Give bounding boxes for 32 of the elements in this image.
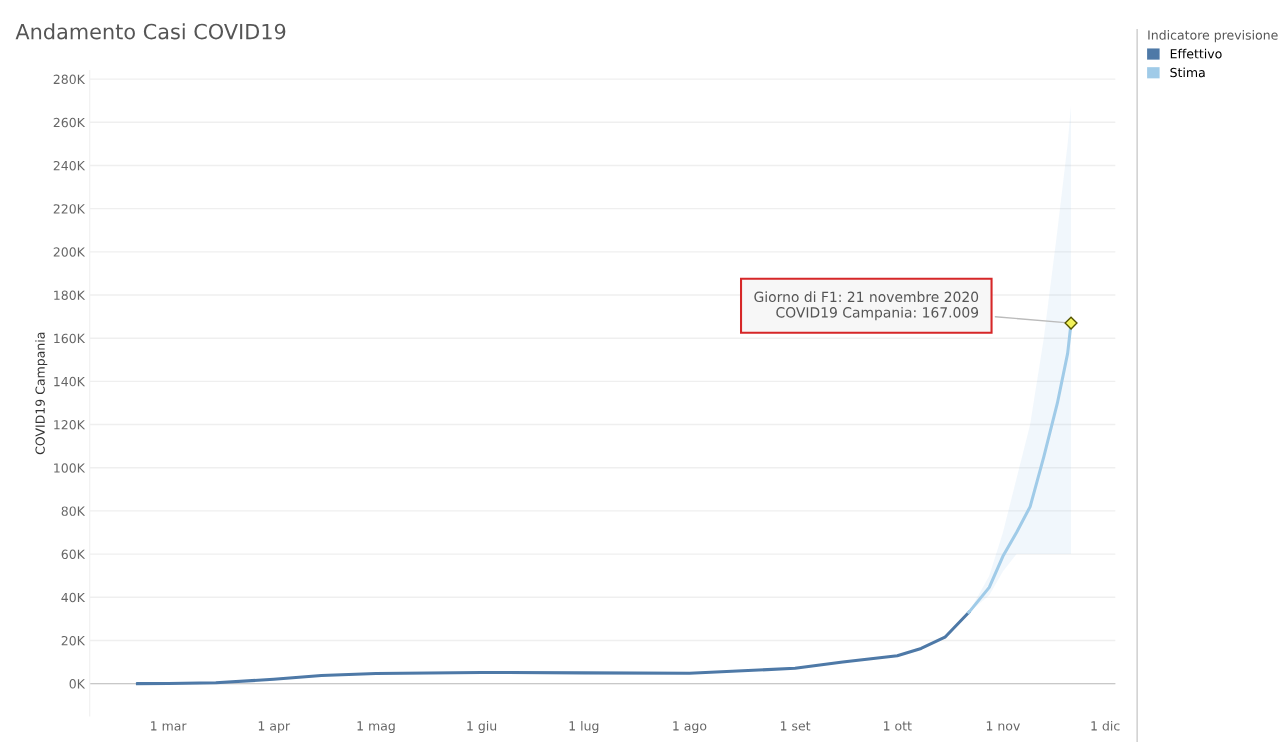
y-tick-label: 100K <box>54 463 86 473</box>
x-tick-label: 1 mag <box>357 721 395 733</box>
x-tick-label: 1 apr <box>258 721 291 733</box>
y-tick-label: 200K <box>53 247 86 257</box>
y-tick-label: 20K <box>61 635 86 646</box>
chart-title: Andamento Casi COVID19 <box>15 23 286 40</box>
y-tick-label: 60K <box>61 549 86 560</box>
y-tick-label: 280K <box>53 74 86 85</box>
y-tick-label: 120K <box>54 420 86 430</box>
x-tick-label: 1 nov <box>986 721 1020 731</box>
y-tick-label: 0K <box>69 679 86 689</box>
x-tick-label: 1 mar <box>151 721 187 731</box>
x-tick-label: 1 ago <box>673 721 707 733</box>
x-tick-label: 1 set <box>780 721 811 731</box>
y-tick-label: 240K <box>53 160 86 171</box>
annotation: Giorno di F1: 21 novembre 2020 COVID19 Campania: 167.009 <box>754 291 979 321</box>
y-tick-label: 180K <box>54 290 86 300</box>
x-tick-label: 1 giu <box>467 720 497 733</box>
legend-title: Indicatore previsione <box>1148 30 1278 43</box>
y-tick-label: 160K <box>54 333 86 344</box>
y-tick-label: 80K <box>61 506 86 516</box>
y-axis-title: COVID19 Campania <box>35 332 48 455</box>
x-tick-label: 1 ott <box>883 721 912 731</box>
y-tick-label: 220K <box>53 204 86 214</box>
y-tick-label: 40K <box>61 592 86 603</box>
line-series <box>135 610 971 686</box>
x-tick-label: 1 lug <box>569 720 599 733</box>
legend-label: Stima <box>1170 67 1205 78</box>
y-tick-label: 140K <box>54 376 86 387</box>
x-tick-label: 1 dic <box>1091 720 1120 731</box>
legend-label: Effettivo <box>1170 48 1222 59</box>
y-tick-label: 260K <box>53 117 86 128</box>
